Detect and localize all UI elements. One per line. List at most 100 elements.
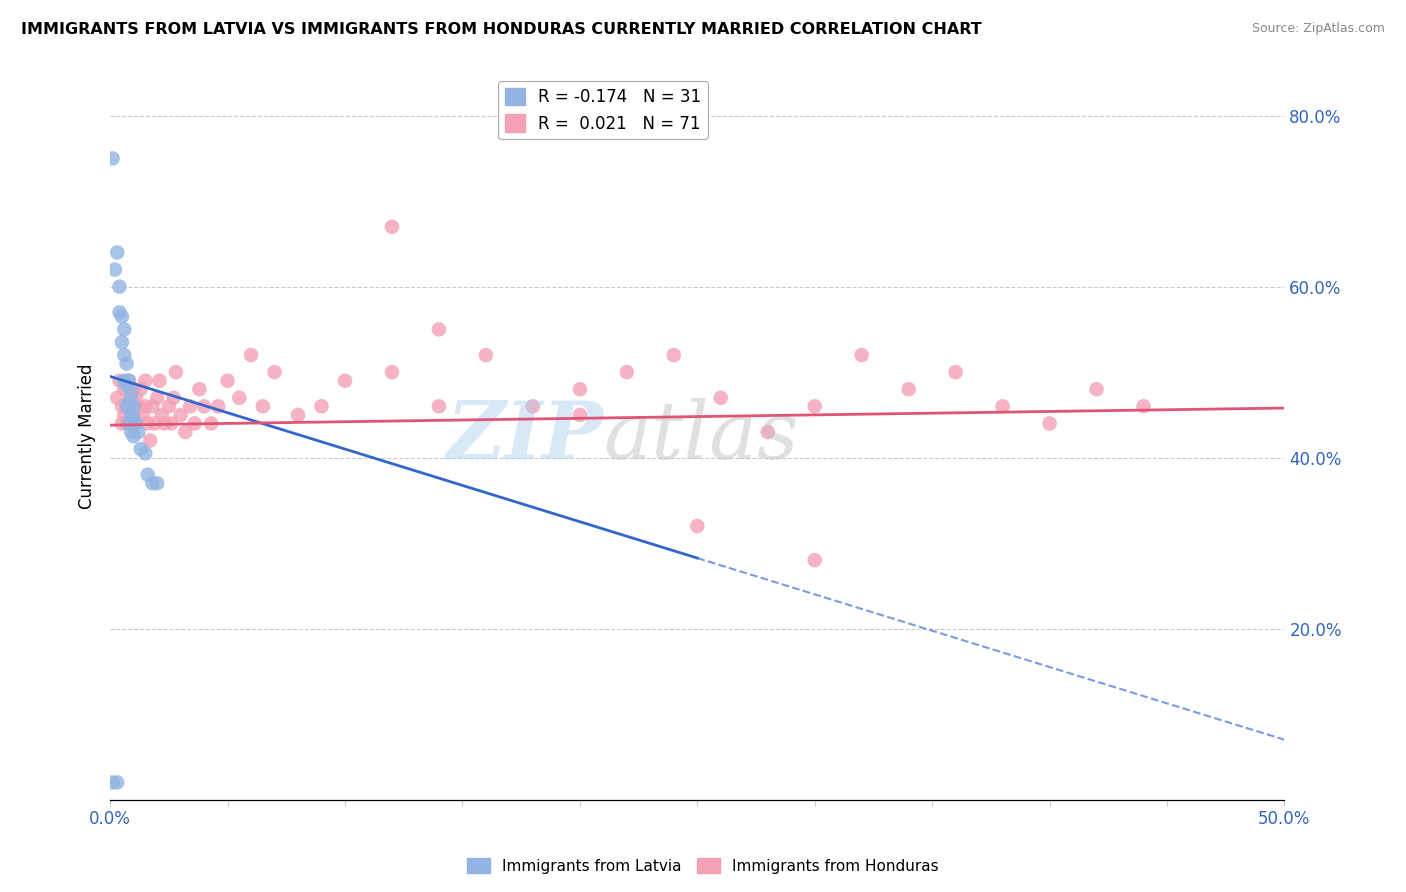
Point: [1085, 382, 1108, 396]
Point: [134, 374, 156, 388]
Point: [568, 382, 591, 396]
Point: [118, 374, 141, 388]
Point: [118, 395, 141, 409]
Legend: R = -0.174   N = 31, R =  0.021   N = 71: R = -0.174 N = 31, R = 0.021 N = 71: [499, 81, 709, 139]
Point: [157, 400, 180, 414]
Point: [263, 365, 285, 379]
Point: [111, 310, 134, 324]
Point: [165, 365, 187, 379]
Point: [104, 262, 127, 277]
Point: [125, 417, 148, 431]
Point: [381, 365, 404, 379]
Legend: Immigrants from Latvia, Immigrants from Honduras: Immigrants from Latvia, Immigrants from …: [461, 852, 945, 880]
Point: [146, 476, 169, 491]
Point: [333, 374, 356, 388]
Point: [108, 374, 131, 388]
Point: [1038, 417, 1060, 431]
Point: [522, 400, 544, 414]
Point: [118, 417, 141, 431]
Point: [475, 348, 498, 362]
Point: [118, 400, 141, 414]
Point: [120, 386, 142, 401]
Point: [662, 348, 685, 362]
Point: [120, 425, 142, 439]
Point: [122, 429, 145, 443]
Point: [710, 391, 733, 405]
Point: [127, 425, 149, 439]
Point: [146, 391, 169, 405]
Point: [311, 400, 333, 414]
Point: [803, 400, 825, 414]
Point: [568, 408, 591, 422]
Point: [118, 374, 141, 388]
Point: [897, 382, 920, 396]
Point: [111, 335, 134, 350]
Point: [122, 400, 145, 414]
Point: [111, 400, 134, 414]
Point: [112, 374, 135, 388]
Point: [160, 417, 183, 431]
Point: [101, 152, 124, 166]
Point: [991, 400, 1014, 414]
Point: [141, 400, 163, 414]
Point: [287, 408, 309, 422]
Point: [125, 417, 148, 431]
Point: [127, 400, 149, 414]
Point: [108, 279, 131, 293]
Point: [115, 357, 138, 371]
Point: [217, 374, 239, 388]
Point: [115, 417, 138, 431]
Point: [120, 408, 142, 422]
Point: [115, 378, 138, 392]
Point: [207, 400, 229, 414]
Text: atlas: atlas: [603, 398, 799, 475]
Point: [162, 391, 184, 405]
Point: [139, 434, 162, 448]
Point: [105, 245, 128, 260]
Point: [228, 391, 250, 405]
Point: [200, 417, 222, 431]
Point: [381, 219, 404, 234]
Point: [134, 446, 156, 460]
Point: [148, 374, 170, 388]
Point: [240, 348, 263, 362]
Point: [122, 408, 145, 422]
Point: [112, 348, 135, 362]
Point: [169, 408, 191, 422]
Point: [427, 400, 450, 414]
Point: [134, 400, 156, 414]
Point: [427, 322, 450, 336]
Point: [129, 442, 152, 456]
Point: [143, 417, 166, 431]
Point: [851, 348, 873, 362]
Point: [1132, 400, 1154, 414]
Point: [120, 417, 142, 431]
Point: [756, 425, 779, 439]
Point: [803, 553, 825, 567]
Point: [111, 417, 134, 431]
Point: [188, 382, 211, 396]
Point: [150, 408, 173, 422]
Point: [183, 417, 205, 431]
Point: [122, 382, 145, 396]
Point: [125, 391, 148, 405]
Point: [115, 400, 138, 414]
Point: [129, 382, 152, 396]
Point: [108, 305, 131, 319]
Point: [105, 775, 128, 789]
Point: [112, 408, 135, 422]
Point: [136, 467, 159, 482]
Point: [945, 365, 967, 379]
Point: [179, 400, 201, 414]
Point: [174, 425, 197, 439]
Text: IMMIGRANTS FROM LATVIA VS IMMIGRANTS FROM HONDURAS CURRENTLY MARRIED CORRELATION: IMMIGRANTS FROM LATVIA VS IMMIGRANTS FRO…: [21, 22, 981, 37]
Point: [616, 365, 638, 379]
Y-axis label: Currently Married: Currently Married: [79, 364, 96, 509]
Point: [252, 400, 274, 414]
Point: [132, 408, 155, 422]
Point: [105, 391, 128, 405]
Text: ZIP: ZIP: [447, 398, 603, 475]
Point: [153, 417, 176, 431]
Point: [120, 391, 142, 405]
Point: [136, 417, 159, 431]
